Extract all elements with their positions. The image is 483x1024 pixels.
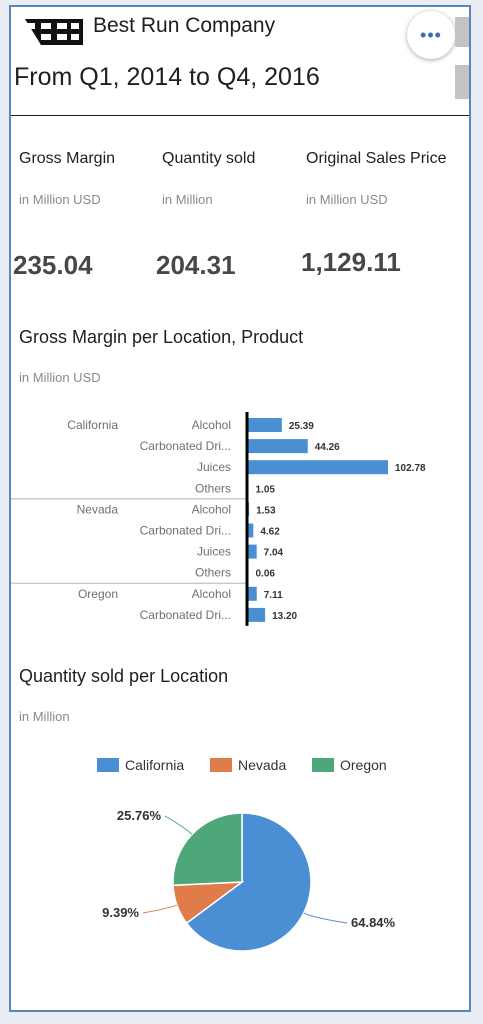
- kpi-value-original-sales-price: 1,129.11: [301, 247, 401, 277]
- bar-category-label: Carbonated Dri...: [140, 608, 231, 622]
- bar-data-label: 25.39: [289, 421, 314, 432]
- bar-category-label: Alcohol: [192, 418, 231, 432]
- gross-margin-bar-chart: California Alcohol 25.39 Carbonated Dri... 4…: [11, 412, 426, 626]
- pie-leader-line: [142, 904, 178, 914]
- bar-group-label: Nevada: [77, 502, 119, 516]
- kpi-title-original-sales-price: Original Sales Price: [306, 150, 447, 167]
- bar[interactable]: [247, 586, 257, 601]
- bar-group-label: Oregon: [78, 587, 118, 601]
- legend-label: Nevada: [238, 757, 287, 773]
- bar[interactable]: [247, 607, 266, 622]
- kpi-value-gross-margin: 235.04: [13, 250, 93, 280]
- bar-group-label: California: [67, 418, 118, 432]
- company-logo: [11, 19, 83, 45]
- pie-slice-california[interactable]: [185, 812, 312, 952]
- story-page: Best Run Company From Q1, 2014 to Q4, 20…: [9, 5, 471, 1012]
- kpi-title-gross-margin: Gross Margin: [19, 150, 116, 167]
- pie-chart-title: Quantity sold per Location: [19, 666, 229, 686]
- scrollbar[interactable]: [455, 17, 469, 99]
- legend-swatch: [312, 758, 334, 772]
- bar-data-label: 1.05: [256, 484, 276, 495]
- legend-item-california[interactable]: California: [97, 757, 184, 773]
- page-title: From Q1, 2014 to Q4, 2016: [14, 63, 320, 91]
- pie-data-label: 64.84%: [351, 915, 396, 930]
- bar-data-label: 7.04: [264, 548, 284, 559]
- pie-slice-oregon[interactable]: [172, 812, 243, 887]
- kpi-unit-gross-margin: in Million USD: [19, 192, 101, 207]
- legend-item-nevada[interactable]: Nevada: [210, 757, 286, 773]
- bar-category-label: Carbonated Dri...: [140, 524, 231, 538]
- company-name: Best Run Company: [93, 14, 276, 37]
- bar[interactable]: [247, 544, 257, 559]
- bar-chart-unit: in Million USD: [19, 370, 101, 385]
- pie-data-label: 25.76%: [117, 808, 162, 823]
- pie-leader-line: [164, 815, 193, 835]
- bar-category-label: Alcohol: [192, 502, 231, 516]
- bar-data-label: 13.20: [272, 611, 297, 622]
- bar-data-label: 0.06: [256, 569, 276, 580]
- bar-category-label: Juices: [197, 460, 231, 474]
- more-options-button[interactable]: •••: [407, 11, 455, 59]
- kpi-title-quantity-sold: Quantity sold: [162, 150, 256, 167]
- pie-chart-unit: in Million: [19, 709, 70, 724]
- bar-category-label: Others: [195, 566, 231, 580]
- bar[interactable]: [247, 523, 254, 538]
- legend-swatch: [210, 758, 232, 772]
- kpi-unit-original-sales-price: in Million USD: [306, 192, 388, 207]
- bar-data-label: 7.11: [264, 590, 283, 601]
- legend-label: Oregon: [340, 757, 387, 773]
- bar[interactable]: [247, 439, 308, 454]
- bar-category-label: Carbonated Dri...: [140, 439, 231, 453]
- pie-leader-line: [303, 912, 348, 924]
- bar[interactable]: [247, 418, 282, 432]
- bar-data-label: 102.78: [395, 463, 426, 474]
- bar-category-label: Alcohol: [192, 587, 231, 601]
- bar-category-label: Juices: [197, 545, 231, 559]
- kpi-value-quantity-sold: 204.31: [156, 250, 236, 280]
- bar-data-label: 1.53: [256, 505, 276, 516]
- header-divider: [11, 115, 469, 116]
- quantity-pie-chart: 64.84% 9.39% 25.76%: [102, 808, 396, 952]
- bar-category-label: Others: [195, 481, 231, 495]
- bar[interactable]: [247, 460, 388, 475]
- pie-data-label: 9.39%: [102, 905, 139, 920]
- bar-data-label: 44.26: [315, 442, 340, 453]
- scroll-thumb[interactable]: [455, 17, 469, 47]
- legend-swatch: [97, 758, 119, 772]
- bar-chart-title: Gross Margin per Location, Product: [19, 327, 304, 347]
- legend-item-oregon[interactable]: Oregon: [312, 757, 387, 773]
- more-horizontal-icon: •••: [420, 24, 442, 45]
- kpi-unit-quantity-sold: in Million: [162, 192, 213, 207]
- bar-data-label: 4.62: [260, 527, 280, 538]
- legend-label: California: [125, 757, 185, 773]
- scroll-thumb[interactable]: [455, 65, 469, 99]
